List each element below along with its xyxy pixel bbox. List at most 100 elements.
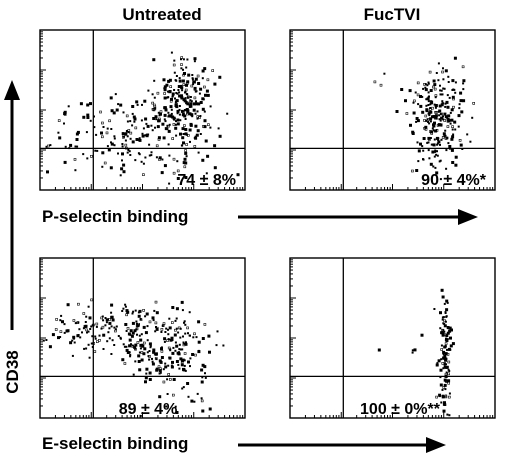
data-point bbox=[433, 103, 436, 106]
data-point bbox=[445, 299, 449, 303]
data-point bbox=[446, 301, 449, 304]
data-point bbox=[186, 102, 190, 106]
data-point bbox=[428, 111, 431, 114]
data-point bbox=[457, 114, 461, 118]
data-point bbox=[183, 165, 187, 169]
data-point bbox=[459, 143, 463, 147]
data-point bbox=[158, 158, 161, 161]
data-point bbox=[215, 344, 218, 347]
data-point bbox=[117, 152, 119, 155]
data-point bbox=[57, 336, 60, 340]
data-point bbox=[433, 155, 436, 158]
data-point bbox=[445, 334, 449, 338]
data-point bbox=[133, 120, 136, 123]
data-point bbox=[171, 306, 175, 309]
data-point bbox=[469, 140, 472, 143]
data-point bbox=[145, 367, 149, 371]
data-point bbox=[108, 119, 111, 123]
data-point bbox=[416, 93, 420, 97]
data-point bbox=[59, 330, 63, 334]
data-point bbox=[439, 327, 442, 330]
data-point bbox=[437, 139, 440, 141]
data-point bbox=[182, 343, 186, 347]
data-point bbox=[130, 343, 132, 346]
data-point bbox=[185, 101, 188, 103]
data-point bbox=[437, 62, 440, 65]
data-point bbox=[444, 352, 448, 356]
data-point bbox=[408, 89, 412, 93]
data-point bbox=[164, 108, 168, 112]
data-point bbox=[461, 181, 464, 184]
data-point bbox=[428, 95, 430, 98]
data-point bbox=[444, 395, 448, 399]
data-point bbox=[194, 136, 198, 140]
data-point bbox=[64, 145, 67, 148]
data-point bbox=[191, 353, 195, 356]
data-point bbox=[186, 326, 189, 330]
data-point bbox=[446, 326, 449, 328]
data-point bbox=[167, 373, 170, 376]
data-point bbox=[134, 343, 138, 347]
data-point bbox=[443, 363, 446, 366]
data-point bbox=[188, 311, 191, 314]
data-point bbox=[183, 109, 186, 111]
scatter-panel-4: 100 ± 0%** bbox=[289, 257, 496, 419]
data-point bbox=[160, 327, 164, 331]
data-point bbox=[429, 162, 433, 166]
data-point bbox=[428, 122, 431, 125]
data-point bbox=[449, 122, 452, 125]
data-point bbox=[452, 133, 455, 136]
data-point bbox=[172, 378, 176, 381]
data-point bbox=[76, 130, 80, 134]
data-point bbox=[436, 142, 439, 145]
data-point bbox=[177, 331, 180, 334]
data-point bbox=[138, 351, 141, 354]
data-point bbox=[138, 368, 142, 372]
data-point bbox=[119, 174, 122, 177]
data-point bbox=[437, 140, 441, 144]
data-point bbox=[174, 102, 178, 106]
data-point bbox=[161, 158, 164, 161]
data-point bbox=[187, 73, 191, 77]
data-point bbox=[447, 114, 451, 118]
data-point bbox=[172, 346, 175, 349]
data-point bbox=[148, 350, 151, 352]
data-point bbox=[168, 114, 172, 118]
data-point bbox=[448, 414, 451, 417]
data-point bbox=[96, 340, 99, 344]
data-point bbox=[183, 352, 187, 355]
data-point bbox=[196, 392, 199, 395]
data-point bbox=[425, 109, 429, 113]
data-point bbox=[429, 137, 432, 139]
data-point bbox=[192, 108, 196, 112]
data-point bbox=[427, 81, 430, 84]
data-point bbox=[114, 328, 117, 331]
data-point bbox=[458, 139, 462, 142]
data-point bbox=[432, 79, 436, 83]
panel-points bbox=[42, 298, 225, 417]
data-point bbox=[218, 75, 222, 79]
data-point bbox=[182, 113, 185, 116]
data-point bbox=[144, 315, 147, 318]
data-point bbox=[172, 171, 176, 175]
data-point bbox=[448, 370, 451, 372]
data-point bbox=[63, 113, 67, 116]
row-label-e-selectin: E-selectin binding bbox=[42, 434, 188, 453]
data-point bbox=[77, 302, 80, 306]
data-point bbox=[430, 100, 434, 104]
data-point bbox=[143, 99, 147, 103]
data-point bbox=[454, 81, 457, 84]
data-point bbox=[445, 365, 449, 369]
data-point bbox=[167, 333, 170, 336]
data-point bbox=[178, 343, 181, 346]
data-point bbox=[165, 405, 168, 408]
data-point bbox=[425, 104, 428, 107]
data-point bbox=[175, 99, 179, 103]
data-point bbox=[438, 104, 442, 108]
data-point bbox=[439, 383, 443, 387]
data-point bbox=[45, 145, 48, 148]
data-point bbox=[193, 332, 196, 336]
data-point bbox=[164, 120, 167, 123]
data-point bbox=[163, 337, 167, 341]
data-point bbox=[159, 360, 163, 364]
